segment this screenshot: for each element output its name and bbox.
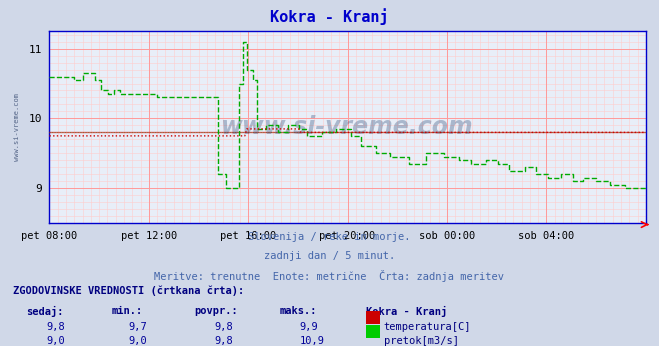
Text: zadnji dan / 5 minut.: zadnji dan / 5 minut. [264,251,395,261]
Text: 9,8: 9,8 [46,322,65,332]
Text: www.si-vreme.com: www.si-vreme.com [221,115,474,139]
Text: 9,0: 9,0 [129,336,147,346]
Text: 10,9: 10,9 [300,336,325,346]
Text: 9,0: 9,0 [46,336,65,346]
Text: Kokra - Kranj: Kokra - Kranj [366,306,447,317]
Text: 9,9: 9,9 [300,322,318,332]
Text: 9,8: 9,8 [214,322,233,332]
Text: temperatura[C]: temperatura[C] [384,322,471,332]
Text: maks.:: maks.: [280,306,318,316]
Text: www.si-vreme.com: www.si-vreme.com [14,93,20,161]
Text: ZGODOVINSKE VREDNOSTI (črtkana črta):: ZGODOVINSKE VREDNOSTI (črtkana črta): [13,285,244,296]
Text: Kokra - Kranj: Kokra - Kranj [270,9,389,26]
Text: Meritve: trenutne  Enote: metrične  Črta: zadnja meritev: Meritve: trenutne Enote: metrične Črta: … [154,270,505,282]
Text: 9,8: 9,8 [214,336,233,346]
Text: Slovenija / reke in morje.: Slovenija / reke in morje. [248,232,411,242]
Text: pretok[m3/s]: pretok[m3/s] [384,336,459,346]
Text: 9,7: 9,7 [129,322,147,332]
Text: povpr.:: povpr.: [194,306,238,316]
Text: min.:: min.: [112,306,143,316]
Text: sedaj:: sedaj: [26,306,64,317]
